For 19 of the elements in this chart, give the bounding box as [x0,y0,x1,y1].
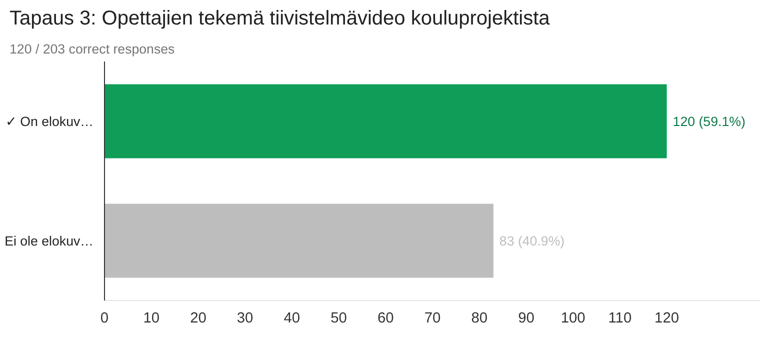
x-tick-label: 70 [424,310,441,326]
chart-title: Tapaus 3: Opettajien tekemä tiivistelmävideo kouluprojektista [10,8,551,30]
x-tick-label: 0 [100,310,109,326]
x-tick-label: 10 [143,310,160,326]
data-label: 83 (40.9%) [499,233,565,248]
x-tick-label: 120 [654,310,680,326]
data-label: 120 (59.1%) [672,114,746,129]
x-tick-label: 50 [330,310,347,326]
x-tick-label: 60 [377,310,394,326]
x-tick-label: 40 [284,310,300,326]
y-tick-label: ✓ On elokuv… [5,114,94,129]
y-tick-label: Ei ole elokuv… [4,233,94,248]
x-tick-label: 110 [608,310,632,326]
x-tick-label: 100 [560,310,586,326]
x-tick-label: 90 [518,310,534,326]
x-tick-label: 80 [471,310,488,326]
x-tick-label: 20 [190,310,206,326]
x-tick-label: 30 [236,310,254,326]
chart-subtitle: 120 / 203 correct responses [10,42,176,56]
